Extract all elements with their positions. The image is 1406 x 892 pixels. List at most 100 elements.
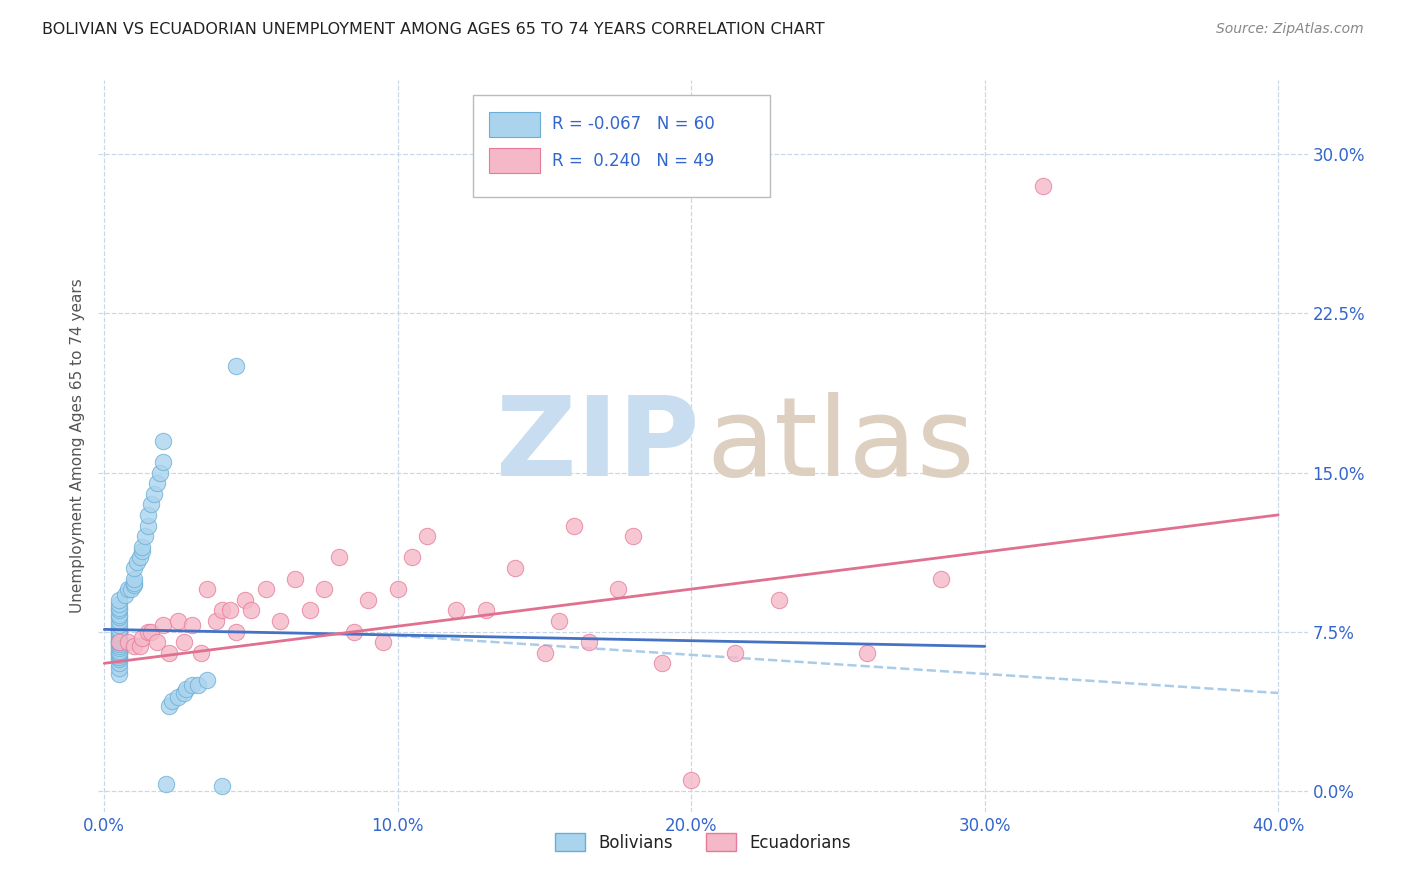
Point bbox=[117, 582, 139, 596]
Point bbox=[108, 623, 131, 637]
Point bbox=[181, 618, 204, 632]
Point bbox=[416, 529, 439, 543]
Point bbox=[298, 603, 321, 617]
Point bbox=[131, 631, 153, 645]
Point bbox=[131, 540, 153, 554]
Point bbox=[314, 582, 336, 596]
FancyBboxPatch shape bbox=[489, 148, 540, 173]
Text: atlas: atlas bbox=[707, 392, 976, 500]
Point bbox=[621, 529, 644, 543]
Point bbox=[187, 677, 209, 691]
Point bbox=[233, 592, 256, 607]
Point bbox=[108, 631, 131, 645]
Point bbox=[211, 603, 233, 617]
Point bbox=[108, 614, 131, 628]
Point bbox=[108, 607, 131, 622]
Point bbox=[173, 686, 195, 700]
Point bbox=[578, 635, 600, 649]
Point bbox=[446, 603, 468, 617]
Point bbox=[108, 640, 131, 654]
Text: Source: ZipAtlas.com: Source: ZipAtlas.com bbox=[1216, 22, 1364, 37]
Point bbox=[117, 635, 139, 649]
Point bbox=[225, 359, 247, 374]
Point bbox=[195, 582, 218, 596]
Text: BOLIVIAN VS ECUADORIAN UNEMPLOYMENT AMONG AGES 65 TO 74 YEARS CORRELATION CHART: BOLIVIAN VS ECUADORIAN UNEMPLOYMENT AMON… bbox=[42, 22, 825, 37]
Point bbox=[204, 614, 226, 628]
Point bbox=[149, 466, 172, 480]
Point bbox=[1032, 179, 1054, 194]
Point bbox=[108, 609, 131, 624]
Point bbox=[143, 486, 166, 500]
Point bbox=[108, 629, 131, 643]
Point bbox=[128, 550, 150, 565]
Legend: Bolivians, Ecuadorians: Bolivians, Ecuadorians bbox=[548, 826, 858, 858]
Point bbox=[136, 518, 159, 533]
Point bbox=[856, 646, 879, 660]
Point bbox=[328, 550, 350, 565]
Point bbox=[141, 497, 163, 511]
Point bbox=[108, 667, 131, 681]
Point bbox=[108, 637, 131, 651]
Point bbox=[122, 561, 145, 575]
Point bbox=[152, 434, 174, 448]
FancyBboxPatch shape bbox=[474, 95, 769, 197]
Point bbox=[724, 646, 747, 660]
Point bbox=[108, 641, 131, 656]
Point bbox=[108, 624, 131, 639]
Point bbox=[533, 646, 555, 660]
Point bbox=[108, 652, 131, 666]
Point bbox=[108, 624, 131, 639]
Point bbox=[155, 777, 177, 791]
Point bbox=[152, 618, 174, 632]
FancyBboxPatch shape bbox=[489, 112, 540, 136]
Point bbox=[160, 694, 183, 708]
Point bbox=[152, 455, 174, 469]
Point bbox=[269, 614, 291, 628]
Point bbox=[108, 597, 131, 611]
Point bbox=[157, 698, 180, 713]
Text: R =  0.240   N = 49: R = 0.240 N = 49 bbox=[551, 152, 714, 169]
Point bbox=[108, 660, 131, 674]
Point bbox=[108, 635, 131, 649]
Point bbox=[108, 648, 131, 662]
Point bbox=[120, 582, 142, 596]
Point bbox=[122, 640, 145, 654]
Point bbox=[387, 582, 409, 596]
Point bbox=[401, 550, 423, 565]
Point bbox=[195, 673, 218, 688]
Point bbox=[173, 635, 195, 649]
Point bbox=[141, 624, 163, 639]
Point bbox=[157, 646, 180, 660]
Point bbox=[211, 779, 233, 793]
Point bbox=[357, 592, 380, 607]
Point bbox=[371, 635, 394, 649]
Point bbox=[606, 582, 628, 596]
Point bbox=[190, 646, 212, 660]
Point bbox=[929, 572, 952, 586]
Point bbox=[108, 632, 131, 647]
Point bbox=[122, 578, 145, 592]
Point bbox=[108, 646, 131, 660]
Point bbox=[122, 575, 145, 590]
Point bbox=[108, 601, 131, 615]
Y-axis label: Unemployment Among Ages 65 to 74 years: Unemployment Among Ages 65 to 74 years bbox=[70, 278, 86, 614]
Point bbox=[181, 677, 204, 691]
Point bbox=[475, 603, 498, 617]
Point bbox=[166, 614, 188, 628]
Point bbox=[651, 657, 673, 671]
Point bbox=[562, 518, 585, 533]
Point bbox=[131, 544, 153, 558]
Point bbox=[240, 603, 263, 617]
Point bbox=[108, 635, 131, 649]
Point bbox=[548, 614, 571, 628]
Point bbox=[768, 592, 790, 607]
Point bbox=[125, 555, 148, 569]
Text: R = -0.067   N = 60: R = -0.067 N = 60 bbox=[551, 115, 714, 133]
Point bbox=[108, 646, 131, 660]
Point bbox=[108, 618, 131, 632]
Point bbox=[108, 603, 131, 617]
Point bbox=[225, 624, 247, 639]
Point bbox=[128, 640, 150, 654]
Point bbox=[166, 690, 188, 705]
Point bbox=[503, 561, 526, 575]
